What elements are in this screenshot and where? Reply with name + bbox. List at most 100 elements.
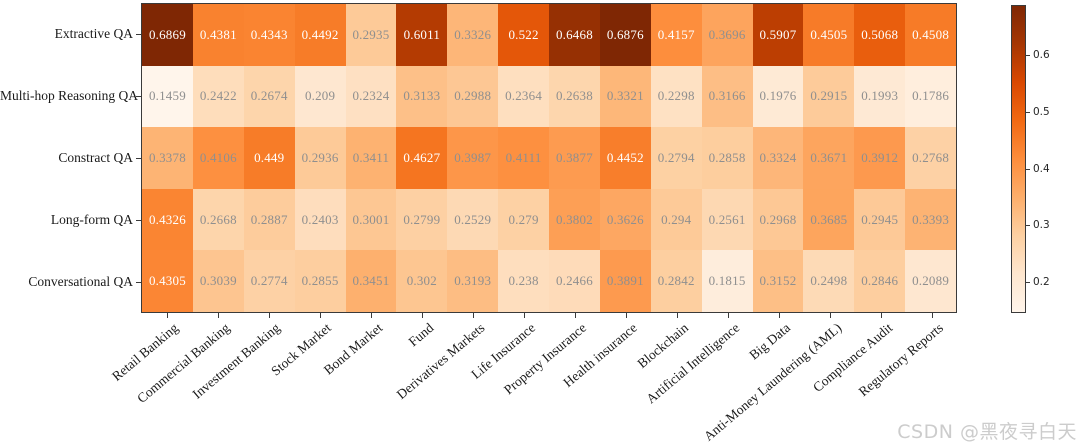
heatmap-cell: 0.2638 — [549, 65, 600, 128]
heatmap-cell: 0.3133 — [396, 65, 448, 128]
axis-tick — [319, 313, 321, 318]
heatmap-cell: 0.3321 — [599, 65, 651, 128]
heatmap-cell: 0.6011 — [396, 4, 448, 66]
axis-tick — [166, 313, 168, 318]
heatmap-cell: 0.6468 — [549, 4, 600, 66]
heatmap-cell: 0.4492 — [294, 4, 346, 66]
colorbar-tick-label: 0.3 — [1033, 219, 1050, 232]
heatmap-cell: 0.2498 — [803, 250, 855, 312]
heatmap-cell: 0.4326 — [142, 188, 193, 251]
heatmap-cell: 0.2089 — [905, 250, 956, 312]
heatmap-cell: 0.3451 — [345, 250, 397, 312]
axis-tick — [880, 313, 882, 318]
col-label: Fund — [405, 320, 437, 350]
heatmap-cell: 0.3411 — [345, 127, 397, 189]
heatmap-cell: 0.2936 — [294, 127, 346, 189]
row-label: Conversational QA — [28, 274, 133, 289]
colorbar-tick — [1026, 111, 1030, 113]
heatmap-cell: 0.294 — [650, 188, 702, 251]
heatmap-cell: 0.2403 — [294, 188, 346, 251]
colorbar-tick — [1026, 282, 1030, 284]
heatmap-cell: 0.4305 — [142, 250, 193, 312]
heatmap-cell: 0.3039 — [192, 250, 244, 312]
heatmap-cell: 0.1976 — [752, 65, 804, 128]
heatmap-cell: 0.3152 — [752, 250, 804, 312]
col-label: Derivatives Markets — [393, 320, 488, 403]
heatmap-cell: 0.2988 — [447, 65, 499, 128]
heatmap-cell: 0.3912 — [854, 127, 906, 189]
col-label: Artificial Intelligence — [643, 320, 743, 407]
heatmap-cell: 0.4157 — [650, 4, 702, 66]
heatmap-cell: 0.5068 — [854, 4, 906, 66]
heatmap-cell: 0.522 — [498, 4, 549, 66]
heatmap-cell: 0.2364 — [498, 65, 549, 128]
axis-tick — [574, 313, 576, 318]
heatmap-cell: 0.3166 — [701, 65, 753, 128]
heatmap-cell: 0.2945 — [854, 188, 906, 251]
axis-tick — [778, 313, 780, 318]
col-label: Investment Banking — [189, 320, 284, 402]
colorbar-tick-label: 0.6 — [1033, 48, 1050, 61]
heatmap-cell: 0.4508 — [905, 4, 956, 66]
heatmap-cell: 0.3891 — [599, 250, 651, 312]
axis-tick — [136, 158, 141, 159]
colorbar-tick-label: 0.4 — [1033, 162, 1050, 175]
row-label: Constract QA — [58, 150, 133, 165]
heatmap-cell: 0.1815 — [701, 250, 753, 312]
axis-tick — [829, 313, 831, 318]
heatmap-cell: 0.2768 — [905, 127, 956, 189]
heatmap-cell: 0.3626 — [599, 188, 651, 251]
watermark: CSDN @黑夜寻白天 — [897, 421, 1077, 443]
heatmap-cell: 0.4452 — [599, 127, 651, 189]
heatmap-cell: 0.5907 — [752, 4, 804, 66]
heatmap-cell: 0.1459 — [142, 65, 193, 128]
colorbar-tick — [1026, 225, 1030, 227]
axis-tick — [136, 34, 141, 35]
row-label: Multi-hop Reasoning QA — [0, 88, 138, 103]
heatmap-cell: 0.2324 — [345, 65, 397, 128]
heatmap-cell: 0.2674 — [243, 65, 295, 128]
axis-tick — [136, 96, 141, 97]
heatmap-cell: 0.2915 — [803, 65, 855, 128]
heatmap-cell: 0.3001 — [345, 188, 397, 251]
heatmap-cell: 0.279 — [498, 188, 549, 251]
heatmap-cell: 0.2855 — [294, 250, 346, 312]
colorbar-tick-label: 0.2 — [1033, 276, 1050, 289]
axis-tick — [136, 282, 141, 283]
heatmap-cell: 0.1993 — [854, 65, 906, 128]
axis-tick — [268, 313, 270, 318]
axis-tick — [472, 313, 474, 318]
heatmap-cell: 0.3324 — [752, 127, 804, 189]
heatmap-cell: 0.2529 — [447, 188, 499, 251]
heatmap-cell: 0.2466 — [549, 250, 600, 312]
colorbar-tick — [1026, 54, 1030, 56]
heatmap-cell: 0.3378 — [142, 127, 193, 189]
heatmap-cell: 0.3685 — [803, 188, 855, 251]
colorbar — [1011, 5, 1026, 313]
heatmap-cell: 0.3696 — [701, 4, 753, 66]
heatmap-cell: 0.2794 — [650, 127, 702, 189]
axis-tick — [217, 313, 219, 318]
heatmap-cell: 0.2846 — [854, 250, 906, 312]
axis-tick — [523, 313, 525, 318]
heatmap-cell: 0.6876 — [599, 4, 651, 66]
heatmap-cell: 0.209 — [294, 65, 346, 128]
axis-tick — [370, 313, 372, 318]
heatmap-cell: 0.2935 — [345, 4, 397, 66]
heatmap-cell: 0.3326 — [447, 4, 499, 66]
heatmap-cell: 0.4111 — [498, 127, 549, 189]
axis-tick — [136, 220, 141, 221]
heatmap-cell: 0.449 — [243, 127, 295, 189]
row-label: Extractive QA — [54, 26, 133, 41]
heatmap-cell: 0.2887 — [243, 188, 295, 251]
heatmap-cell: 0.2668 — [192, 188, 244, 251]
heatmap-cell: 0.3671 — [803, 127, 855, 189]
heatmap-cell: 0.3802 — [549, 188, 600, 251]
axis-tick — [676, 313, 678, 318]
heatmap-cell: 0.2298 — [650, 65, 702, 128]
colorbar-tick-label: 0.5 — [1033, 105, 1050, 118]
axis-tick — [727, 313, 729, 318]
col-label: Commercial Banking — [133, 320, 233, 406]
heatmap-cell: 0.238 — [498, 250, 549, 312]
